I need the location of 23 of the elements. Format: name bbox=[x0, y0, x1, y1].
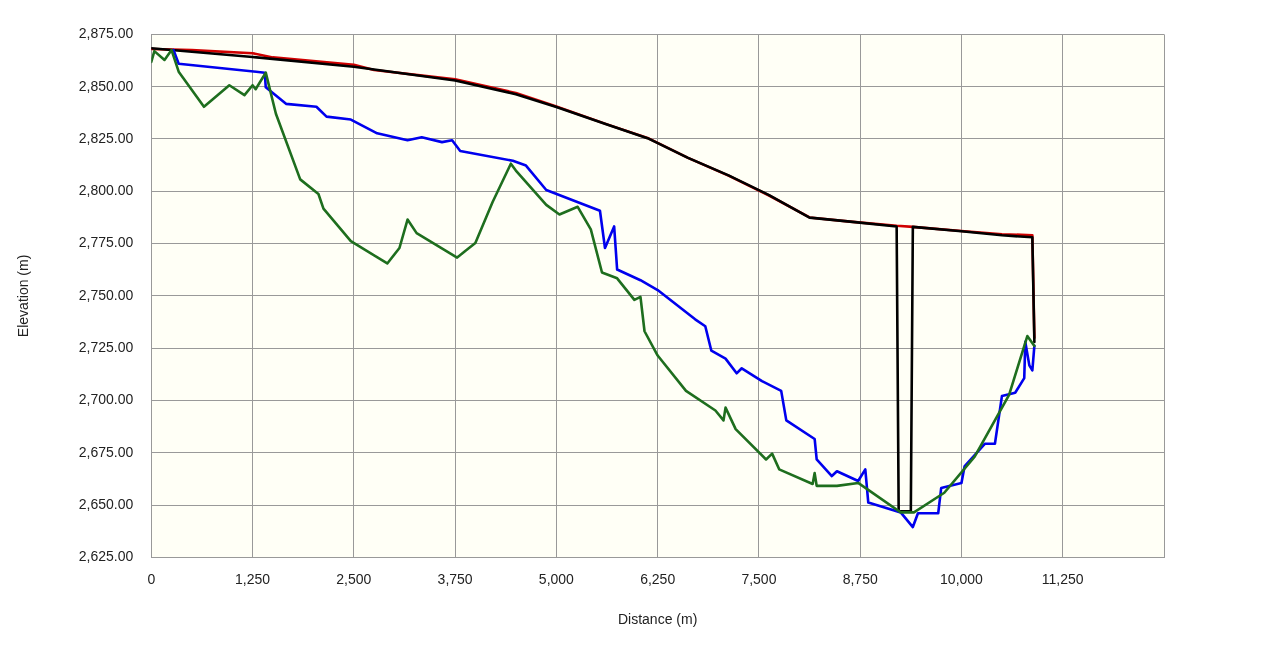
y-axis-title: Elevation (m) bbox=[15, 254, 32, 338]
y-tick-label: 2,850.00 bbox=[78, 77, 134, 94]
y-tick-label: 2,875.00 bbox=[78, 25, 134, 42]
x-tick-label: 0 bbox=[147, 570, 156, 587]
y-tick-label: 2,825.00 bbox=[78, 129, 134, 146]
y-tick-label: 2,675.00 bbox=[78, 443, 134, 460]
x-tick-label: 11,250 bbox=[1041, 570, 1084, 587]
y-tick-label: 2,800.00 bbox=[78, 182, 134, 199]
y-tick-label: 2,650.00 bbox=[78, 495, 134, 512]
x-tick-label: 2,500 bbox=[336, 570, 372, 587]
y-tick-label: 2,700.00 bbox=[78, 391, 134, 408]
x-tick-label: 8,750 bbox=[842, 570, 878, 587]
x-tick-label: 5,000 bbox=[538, 570, 575, 587]
y-tick-label: 2,750.00 bbox=[78, 286, 134, 303]
x-axis-title: Distance (m) bbox=[617, 611, 698, 628]
y-tick-label: 2,775.00 bbox=[78, 234, 134, 251]
x-tick-label: 3,750 bbox=[437, 570, 473, 587]
y-tick-label: 2,625.00 bbox=[78, 548, 134, 565]
y-tick-label: 2,725.00 bbox=[78, 339, 134, 356]
x-tick-label: 6,250 bbox=[640, 570, 676, 587]
x-tick-label: 7,500 bbox=[741, 570, 777, 587]
x-tick-label: 10,000 bbox=[940, 570, 984, 587]
x-tick-label: 1,250 bbox=[235, 570, 271, 587]
